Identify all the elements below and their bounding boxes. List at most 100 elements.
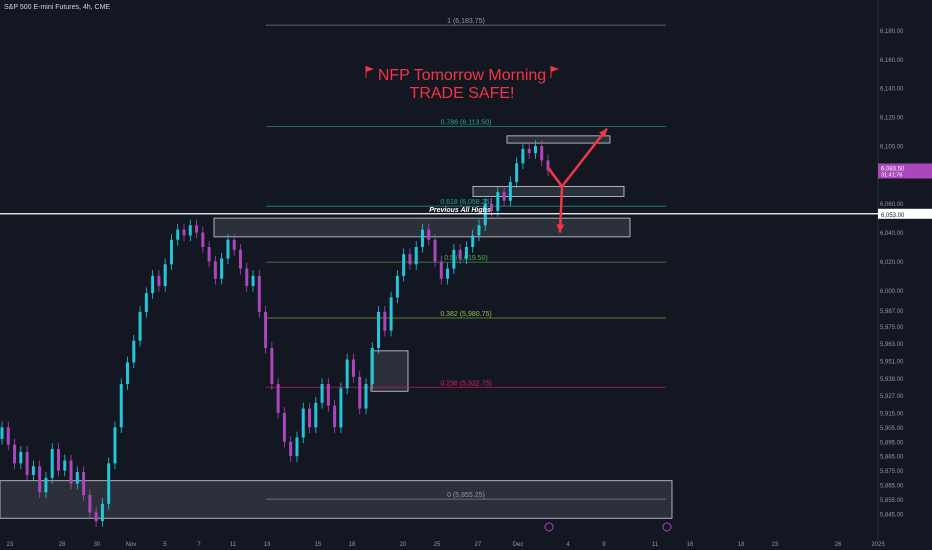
candle-13 bbox=[82, 472, 86, 496]
y-tick-9: 5,987.00 bbox=[880, 309, 904, 315]
fib-label-3: 0.5 (6,019.50) bbox=[444, 255, 488, 262]
down-arrow-start bbox=[546, 166, 564, 188]
candle-10 bbox=[63, 460, 67, 471]
candle-71 bbox=[446, 268, 450, 279]
candle-74 bbox=[464, 246, 468, 259]
candle-50 bbox=[314, 402, 318, 428]
candle-6 bbox=[38, 466, 42, 493]
candle-64 bbox=[402, 254, 406, 276]
candle-46 bbox=[289, 441, 293, 457]
candle-54 bbox=[339, 388, 343, 428]
x-tick-6: 11 bbox=[230, 542, 237, 548]
candle-56 bbox=[351, 359, 355, 377]
candle-70 bbox=[439, 261, 443, 279]
candle-79 bbox=[496, 192, 500, 211]
candle-39 bbox=[245, 268, 249, 286]
fib-label-1: 0.786 (6,113.50) bbox=[441, 119, 492, 126]
highs-badge-value: 6,053.00 bbox=[881, 213, 905, 219]
candle-27 bbox=[169, 239, 173, 265]
candle-55 bbox=[345, 359, 349, 389]
candle-0 bbox=[0, 427, 4, 439]
candle-38 bbox=[238, 249, 242, 269]
x-tick-2: 30 bbox=[94, 542, 101, 548]
y-tick-10: 5,975.00 bbox=[880, 325, 904, 331]
candle-53 bbox=[333, 405, 337, 428]
retest-zone bbox=[472, 185, 625, 197]
candle-41 bbox=[257, 275, 261, 312]
candle-45 bbox=[282, 412, 286, 442]
x-tick-3: Nov bbox=[126, 542, 137, 548]
up-arrow bbox=[561, 127, 608, 188]
y-tick-12: 5,951.00 bbox=[880, 359, 904, 365]
candle-48 bbox=[301, 408, 305, 438]
candle-75 bbox=[471, 235, 475, 247]
candle-47 bbox=[295, 437, 299, 457]
candle-82 bbox=[515, 163, 519, 183]
candle-86 bbox=[540, 145, 544, 161]
candle-40 bbox=[251, 275, 255, 286]
candle-49 bbox=[308, 408, 312, 428]
down-arrow-head bbox=[556, 224, 565, 233]
candle-57 bbox=[358, 376, 362, 409]
y-tick-13: 5,939.00 bbox=[880, 377, 904, 383]
candle-58 bbox=[364, 384, 368, 409]
candle-4 bbox=[25, 451, 29, 475]
candle-33 bbox=[207, 246, 211, 262]
y-tick-2: 6,140.00 bbox=[880, 87, 904, 93]
candle-85 bbox=[533, 145, 537, 154]
price-badge-value: 6,083.50 bbox=[881, 166, 905, 172]
highs-badge bbox=[878, 208, 932, 219]
candle-37 bbox=[232, 239, 236, 250]
candle-43 bbox=[270, 347, 274, 385]
x-tick-9: 18 bbox=[349, 542, 356, 548]
x-tick-18: 18 bbox=[738, 542, 745, 548]
candle-78 bbox=[490, 203, 494, 211]
event-marker-icon-1 bbox=[662, 522, 672, 532]
x-tick-20: 26 bbox=[835, 542, 842, 548]
annotation-line2: TRADE SAFE! bbox=[410, 85, 515, 102]
y-tick-7: 6,020.00 bbox=[880, 260, 904, 266]
y-tick-1: 6,160.00 bbox=[880, 58, 904, 64]
x-tick-11: 25 bbox=[434, 542, 441, 548]
candle-66 bbox=[414, 246, 418, 265]
y-tick-19: 5,875.00 bbox=[880, 469, 904, 475]
candle-2 bbox=[13, 444, 17, 464]
fib-label-5: 0.236 (5,932.75) bbox=[440, 380, 491, 387]
candle-81 bbox=[508, 182, 512, 201]
x-tick-17: 16 bbox=[687, 542, 694, 548]
x-tick-5: 7 bbox=[197, 542, 201, 548]
fib-label-4: 0.382 (5,980.75) bbox=[440, 311, 491, 318]
candle-72 bbox=[452, 249, 456, 269]
x-tick-0: 23 bbox=[7, 542, 14, 548]
y-tick-15: 5,915.00 bbox=[880, 411, 904, 417]
event-marker-icon-0 bbox=[544, 522, 554, 532]
candle-60 bbox=[377, 311, 381, 348]
candle-30 bbox=[188, 225, 192, 236]
x-tick-14: 4 bbox=[566, 542, 570, 548]
candle-14 bbox=[88, 495, 92, 513]
candle-63 bbox=[395, 275, 399, 298]
y-tick-22: 5,845.00 bbox=[880, 512, 904, 518]
x-tick-21: 2025 bbox=[871, 542, 885, 548]
candle-32 bbox=[201, 232, 205, 247]
candle-26 bbox=[163, 264, 167, 286]
candle-28 bbox=[176, 229, 180, 240]
x-tick-7: 13 bbox=[264, 542, 271, 548]
fib-label-2: 0.618 (6,058.25) bbox=[440, 199, 491, 206]
y-tick-6: 6,040.00 bbox=[880, 231, 904, 237]
candle-61 bbox=[383, 311, 387, 331]
candle-36 bbox=[226, 239, 230, 259]
candle-20 bbox=[126, 362, 130, 385]
candle-16 bbox=[100, 503, 104, 522]
y-tick-4: 6,100.00 bbox=[880, 144, 904, 150]
candle-69 bbox=[433, 239, 437, 262]
x-tick-15: 9 bbox=[602, 542, 606, 548]
symbol-header: S&P 500 E-mini Futures, 4h, CME bbox=[4, 4, 111, 11]
candle-18 bbox=[113, 427, 117, 464]
candle-15 bbox=[94, 512, 98, 522]
candle-5 bbox=[31, 466, 35, 475]
price-badge-timer: 31:41:76 bbox=[881, 172, 902, 178]
fib-label-6: 0 (5,855.25) bbox=[447, 492, 485, 499]
candle-87 bbox=[546, 160, 550, 171]
